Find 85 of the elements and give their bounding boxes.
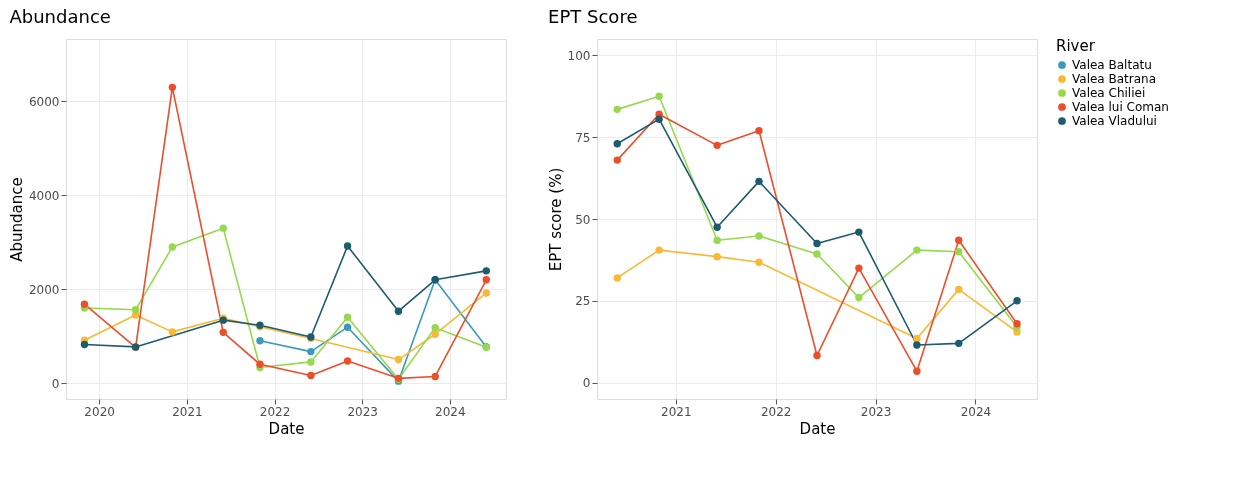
point (613, 156, 621, 164)
legend-label: Valea Chiliei (1072, 86, 1146, 100)
point (855, 264, 863, 272)
point (813, 250, 821, 258)
point (713, 141, 721, 150)
y-axis-title: EPT score (%) (546, 167, 565, 272)
point (713, 252, 721, 261)
point (655, 92, 663, 100)
point (219, 224, 227, 232)
point (913, 367, 921, 375)
point (307, 371, 315, 380)
y-tick-label: 2000 (28, 282, 60, 297)
y-tick-label: 4000 (28, 188, 60, 203)
x-tick-label: 2021 (172, 404, 203, 419)
point (168, 328, 177, 336)
point (755, 258, 763, 266)
point (955, 339, 963, 348)
x-axis-title: Date (268, 419, 305, 438)
point (431, 323, 439, 332)
x-tick-label: 2024 (960, 404, 992, 419)
point (813, 351, 821, 360)
point (168, 243, 177, 251)
point (913, 246, 921, 254)
y-tick-label: 75 (575, 130, 591, 145)
x-tick-label: 2022 (259, 404, 291, 419)
y-tick-label: 6000 (28, 94, 60, 109)
x-tick-label: 2022 (760, 404, 792, 419)
point (168, 83, 177, 92)
point (655, 246, 663, 254)
point (655, 115, 663, 123)
point (855, 228, 863, 236)
point (307, 347, 315, 356)
point (713, 236, 721, 244)
point (394, 307, 403, 315)
point (755, 177, 763, 186)
point (343, 242, 352, 250)
point (343, 357, 352, 365)
point (394, 355, 403, 364)
point (482, 289, 491, 297)
x-tick-label: 2023 (860, 404, 892, 419)
point (1013, 297, 1021, 305)
x-tick-label: 2021 (661, 404, 692, 419)
x-tick-label: 2024 (435, 404, 466, 419)
y-tick-label: 25 (575, 294, 591, 309)
y-tick-label: 0 (51, 376, 60, 391)
point (482, 276, 491, 284)
point (913, 334, 921, 343)
point (955, 248, 963, 256)
point (755, 126, 763, 135)
point (219, 328, 227, 337)
y-tick-label: 100 (567, 48, 591, 63)
x-tick-label: 2023 (347, 404, 378, 419)
y-tick-label: 0 (582, 376, 591, 391)
point (256, 360, 264, 368)
point (955, 236, 963, 244)
point (755, 232, 763, 240)
point (80, 300, 89, 308)
point (307, 358, 315, 366)
point (343, 313, 352, 322)
point (613, 105, 621, 114)
legend-label: Valea Vladului (1072, 114, 1157, 128)
point (431, 330, 439, 338)
point (80, 340, 89, 349)
legend-title: River (1056, 37, 1096, 55)
point (431, 372, 439, 381)
y-tick-label: 50 (575, 212, 591, 227)
point (482, 267, 491, 275)
legend-label: Valea Baltatu (1072, 58, 1152, 72)
point (955, 285, 963, 294)
point (256, 337, 264, 345)
y-axis-title: Abundance (7, 177, 26, 262)
legend-label: Valea Batrana (1072, 72, 1157, 86)
point (343, 323, 352, 331)
point (713, 223, 721, 231)
point (855, 293, 863, 302)
point (613, 274, 621, 282)
chart-title: EPT Score (548, 6, 638, 27)
x-axis-title: Date (799, 419, 836, 438)
legend-label: Valea lui Coman (1072, 100, 1169, 114)
chart-title: Abundance (9, 6, 111, 27)
point (131, 306, 140, 314)
x-tick-label: 2020 (84, 404, 115, 419)
point (813, 239, 821, 248)
point (913, 341, 921, 349)
point (613, 140, 621, 148)
